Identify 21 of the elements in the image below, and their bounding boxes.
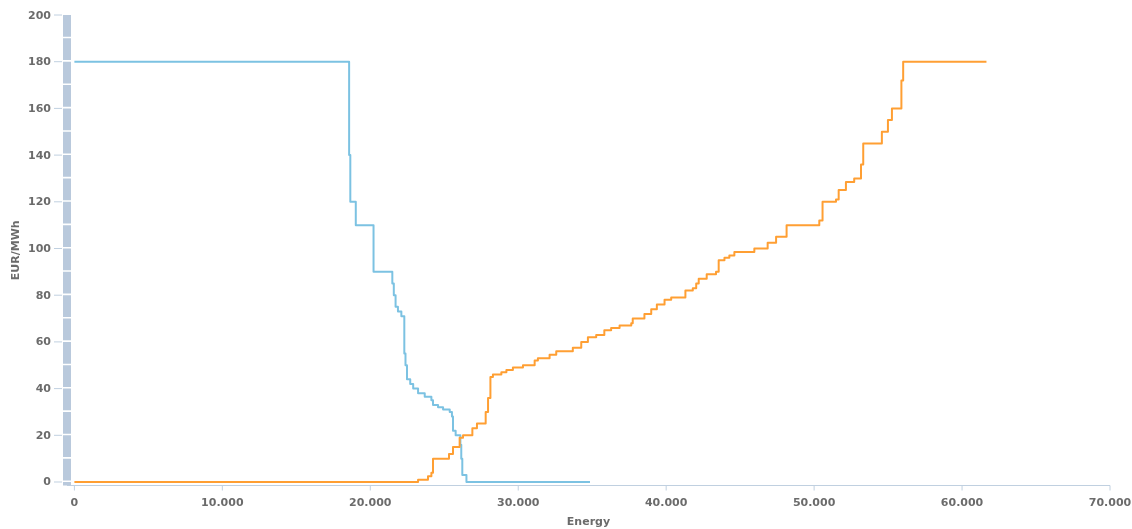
- x-tick-label: 40.000: [644, 496, 688, 510]
- x-axis-title: Energy: [566, 515, 611, 528]
- x-tick-label: 10.000: [201, 496, 244, 510]
- x-tick-label: 70.000: [1088, 496, 1132, 510]
- x-tick-label: 0: [70, 496, 79, 510]
- y-tick-label: 160: [28, 101, 52, 115]
- y-tick-label: 100: [28, 242, 52, 255]
- y-tick-label: 80: [35, 288, 52, 302]
- y-tick-label: 60: [35, 335, 52, 349]
- y-tick-label: 0: [43, 475, 52, 489]
- y-tick-label: 140: [28, 148, 52, 162]
- x-tick-label: 60.000: [940, 496, 984, 510]
- x-tick-label: 20.000: [349, 496, 392, 510]
- y-tick-label: 180: [28, 55, 52, 69]
- y-axis-title: EUR/MWh: [8, 220, 22, 281]
- x-tick-label: 50.000: [792, 496, 836, 510]
- y-tick-label: 20: [35, 428, 52, 442]
- y-tick-label: 40: [35, 382, 52, 396]
- y-tick-label: 200: [28, 8, 52, 22]
- x-tick-label: 30.000: [497, 496, 540, 510]
- y-tick-label: 120: [28, 195, 52, 209]
